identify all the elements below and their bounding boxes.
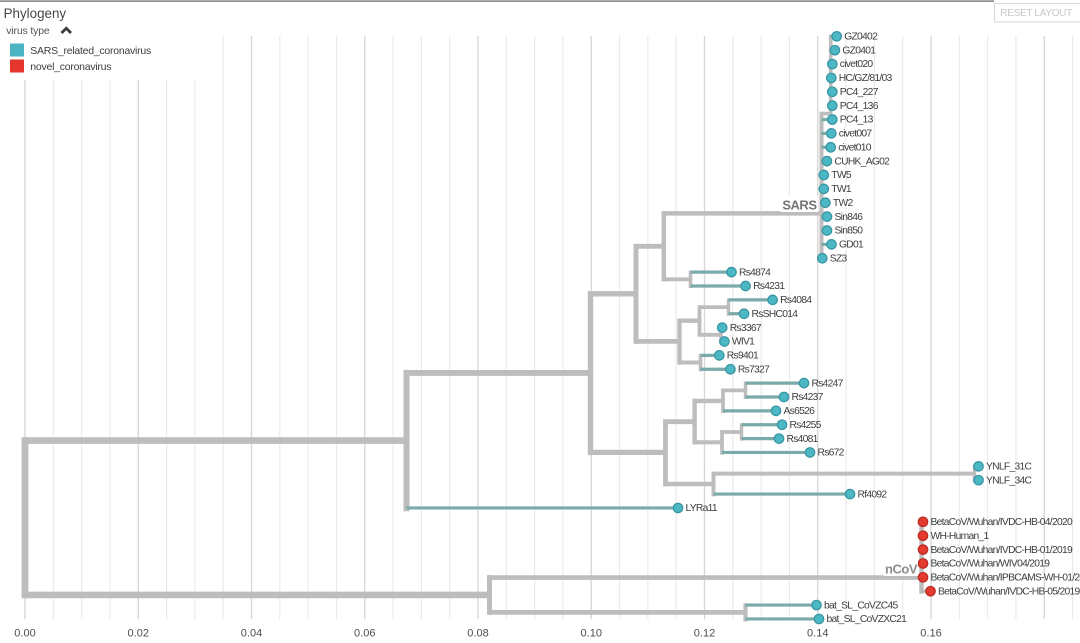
svg-text:Rs4874: Rs4874 (739, 267, 771, 278)
svg-text:virus type: virus type (6, 25, 50, 37)
svg-text:As6526: As6526 (784, 406, 816, 417)
svg-text:PC4_136: PC4_136 (840, 101, 879, 112)
svg-text:Rs4255: Rs4255 (790, 420, 822, 431)
svg-text:TW2: TW2 (833, 198, 854, 209)
svg-text:HC/GZ/81/03: HC/GZ/81/03 (839, 73, 893, 84)
svg-text:Sin846: Sin846 (835, 212, 864, 223)
svg-text:PC4_13: PC4_13 (840, 115, 874, 126)
svg-text:Rs4237: Rs4237 (792, 392, 824, 403)
svg-text:0.00: 0.00 (14, 628, 35, 640)
svg-text:YNLF_34C: YNLF_34C (986, 475, 1032, 486)
svg-text:GZ0401: GZ0401 (842, 45, 876, 56)
svg-text:BetaCoV/Wuhan/IVDC-HB-04/2020: BetaCoV/Wuhan/IVDC-HB-04/2020 (931, 517, 1073, 528)
svg-text:bat_SL_CoVZC45: bat_SL_CoVZC45 (824, 600, 898, 611)
svg-text:0.12: 0.12 (694, 628, 715, 640)
svg-text:Rs3367: Rs3367 (730, 323, 762, 334)
svg-text:Rs4247: Rs4247 (812, 378, 844, 389)
svg-text:YNLF_31C: YNLF_31C (986, 462, 1032, 473)
svg-text:civet010: civet010 (838, 142, 872, 153)
svg-text:WH-Human_1: WH-Human_1 (931, 531, 990, 542)
svg-text:LYRa11: LYRa11 (686, 503, 718, 514)
svg-text:WIV1: WIV1 (732, 337, 755, 348)
svg-text:Phylogeny: Phylogeny (4, 6, 67, 21)
svg-text:TW5: TW5 (831, 170, 852, 181)
svg-text:BetaCoV/Wuhan/IPBCAMS-WH-01/20: BetaCoV/Wuhan/IPBCAMS-WH-01/2019 (931, 573, 1080, 584)
svg-text:BetaCoV/Wuhan/WIV04/2019: BetaCoV/Wuhan/WIV04/2019 (931, 559, 1051, 570)
svg-text:0.06: 0.06 (354, 628, 375, 640)
svg-text:nCoV: nCoV (885, 562, 918, 577)
svg-text:civet007: civet007 (839, 129, 873, 140)
svg-text:CUHK_AG02: CUHK_AG02 (834, 156, 890, 167)
svg-text:0.10: 0.10 (581, 628, 602, 640)
svg-text:Rs9401: Rs9401 (727, 351, 759, 362)
svg-text:GZ0402: GZ0402 (844, 32, 878, 43)
svg-text:Rs4084: Rs4084 (780, 295, 812, 306)
svg-text:SZ3: SZ3 (830, 253, 848, 264)
svg-text:Rs672: Rs672 (818, 448, 845, 459)
svg-text:0.04: 0.04 (241, 628, 262, 640)
svg-text:GD01: GD01 (839, 240, 864, 251)
svg-text:bat_SL_CoVZXC21: bat_SL_CoVZXC21 (827, 614, 908, 625)
svg-text:Rf4092: Rf4092 (858, 489, 888, 500)
svg-text:RsSHC014: RsSHC014 (752, 309, 799, 320)
svg-text:0.14: 0.14 (807, 628, 828, 640)
svg-text:Sin850: Sin850 (835, 226, 864, 237)
svg-text:0.16: 0.16 (920, 628, 941, 640)
svg-text:BetaCoV/Wuhan/IVDC-HB-01/2019: BetaCoV/Wuhan/IVDC-HB-01/2019 (931, 545, 1073, 556)
svg-text:SARS_related_coronavirus: SARS_related_coronavirus (30, 45, 151, 57)
svg-text:TW1: TW1 (831, 184, 852, 195)
svg-text:Rs4081: Rs4081 (787, 434, 819, 445)
svg-text:Rs4231: Rs4231 (753, 281, 785, 292)
svg-text:PC4_227: PC4_227 (840, 87, 879, 98)
svg-text:0.08: 0.08 (467, 628, 488, 640)
svg-text:RESET LAYOUT: RESET LAYOUT (1000, 8, 1072, 19)
svg-text:0.02: 0.02 (128, 628, 149, 640)
svg-text:BetaCoV/Wuhan/IVDC-HB-05/2019: BetaCoV/Wuhan/IVDC-HB-05/2019 (938, 586, 1080, 597)
svg-text:novel_coronavirus: novel_coronavirus (30, 61, 111, 73)
svg-text:Rs7327: Rs7327 (738, 364, 770, 375)
svg-text:civet020: civet020 (840, 59, 874, 70)
svg-text:SARS: SARS (782, 198, 817, 213)
